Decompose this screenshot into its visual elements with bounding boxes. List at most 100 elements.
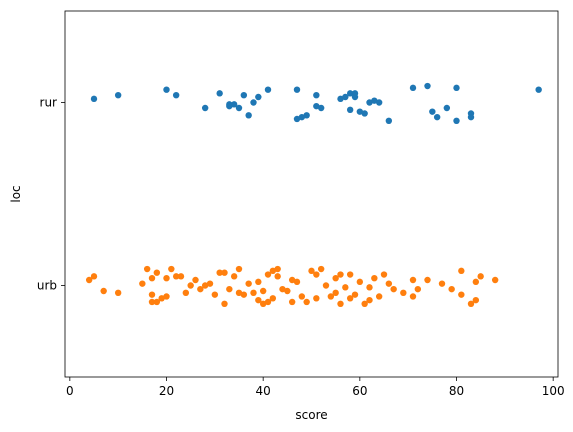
data-point-urb (458, 267, 465, 275)
x-tick-label: 100 (542, 384, 565, 398)
data-point-urb (303, 298, 310, 306)
data-point-urb (158, 295, 165, 302)
data-point-urb (230, 273, 238, 280)
data-point-urb (235, 289, 243, 297)
data-point-rur (172, 91, 180, 99)
data-point-urb (211, 291, 219, 298)
data-point-urb (298, 293, 306, 300)
data-point-rur (250, 99, 257, 106)
data-point-urb (346, 271, 354, 278)
data-point-rur (443, 104, 451, 112)
data-point-rur (293, 115, 301, 123)
data-point-urb (414, 285, 422, 293)
data-point-urb (139, 280, 146, 287)
data-point-urb (148, 298, 156, 306)
data-point-urb (448, 285, 455, 293)
data-point-rur (535, 86, 542, 93)
data-point-rur (90, 95, 98, 103)
x-tick-label: 0 (66, 384, 74, 398)
data-point-rur (467, 113, 475, 121)
data-point-urb (148, 291, 156, 298)
data-point-urb (313, 295, 320, 302)
data-point-urb (255, 278, 262, 286)
data-point-urb (351, 291, 359, 298)
data-point-urb (337, 300, 344, 307)
data-point-urb (221, 269, 228, 276)
data-point-urb (288, 276, 296, 284)
y-tick-label-urb: urb (37, 279, 57, 293)
data-point-rur (303, 112, 310, 119)
data-point-rur (114, 91, 122, 99)
data-point-urb (477, 273, 484, 280)
data-point-urb (201, 282, 209, 289)
data-point-urb (366, 296, 373, 304)
data-point-urb (472, 278, 480, 286)
data-point-urb (163, 274, 170, 282)
data-point-rur (313, 102, 320, 110)
data-point-rur (385, 117, 393, 125)
data-point-urb (361, 300, 368, 307)
data-point-urb (288, 298, 296, 306)
data-point-urb (380, 271, 388, 278)
data-point-rur (366, 99, 373, 106)
data-point-rur (201, 104, 209, 112)
data-point-urb (259, 287, 267, 295)
data-point-urb (337, 271, 344, 278)
data-point-urb (182, 289, 190, 297)
data-point-urb (317, 265, 325, 273)
data-point-urb (153, 298, 161, 306)
data-point-urb (342, 284, 349, 291)
data-point-rur (226, 102, 233, 110)
data-point-rur (293, 86, 301, 93)
plot-frame (64, 10, 559, 378)
data-point-rur (313, 91, 320, 99)
data-point-urb (264, 271, 272, 278)
data-point-urb (371, 274, 378, 282)
data-point-rur (163, 86, 170, 93)
data-point-urb (375, 293, 383, 300)
data-point-rur (361, 110, 368, 117)
data-point-urb (322, 282, 330, 289)
x-tick-label: 40 (256, 384, 271, 398)
data-point-rur (409, 84, 417, 92)
data-point-urb (400, 289, 407, 297)
data-point-rur (255, 93, 262, 101)
data-point-urb (90, 273, 98, 280)
data-point-urb (163, 293, 170, 300)
data-point-rur (317, 104, 325, 112)
data-point-urb (390, 285, 397, 293)
data-point-rur (453, 84, 460, 92)
data-point-urb (250, 289, 257, 297)
data-point-urb (245, 280, 252, 287)
data-point-rur (351, 93, 359, 101)
data-point-urb (177, 273, 185, 280)
data-point-rur (356, 108, 364, 115)
plot-area (65, 11, 558, 377)
data-point-urb (409, 293, 417, 300)
data-point-urb (313, 271, 320, 278)
y-tick-label-rur: rur (40, 96, 58, 110)
data-point-urb (197, 285, 204, 293)
data-point-rur (346, 106, 354, 114)
data-point-urb (385, 280, 393, 287)
x-axis-ticks: 0 20 40 60 80 100 (66, 377, 565, 398)
data-point-urb (293, 278, 301, 286)
data-point-urb (491, 276, 499, 284)
data-point-urb (100, 287, 107, 295)
data-point-urb (148, 274, 156, 282)
data-point-urb (172, 273, 180, 280)
data-point-rur (337, 95, 344, 103)
data-point-urb (240, 291, 248, 298)
data-point-urb (206, 280, 214, 287)
data-point-urb (221, 300, 228, 307)
data-point-urb (308, 267, 315, 275)
data-point-rur (346, 90, 354, 97)
data-point-urb (168, 265, 175, 273)
data-point-rur (424, 82, 431, 90)
data-point-urb (153, 269, 161, 276)
data-point-urb (259, 300, 267, 307)
x-tick-label: 20 (159, 384, 174, 398)
data-point-rur (216, 90, 223, 97)
data-point-rur (453, 117, 460, 125)
